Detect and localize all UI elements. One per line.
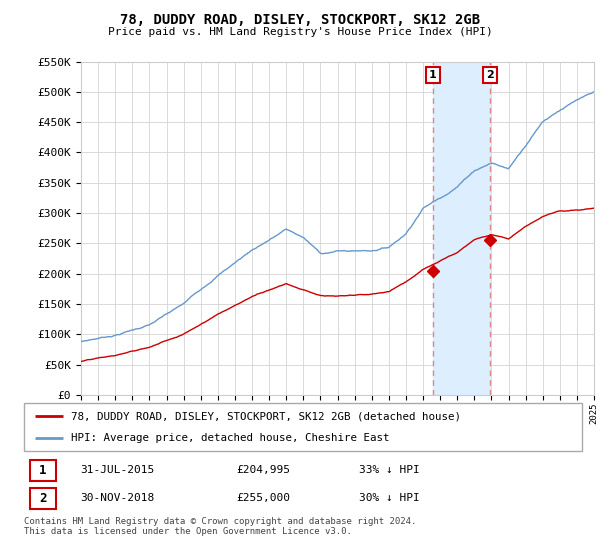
Text: 31-JUL-2015: 31-JUL-2015 (80, 465, 154, 475)
Text: 33% ↓ HPI: 33% ↓ HPI (359, 465, 419, 475)
Text: 1: 1 (429, 70, 437, 80)
Text: 30% ↓ HPI: 30% ↓ HPI (359, 493, 419, 503)
Text: 1: 1 (39, 464, 47, 477)
Text: Contains HM Land Registry data © Crown copyright and database right 2024.
This d: Contains HM Land Registry data © Crown c… (24, 517, 416, 536)
Text: £204,995: £204,995 (236, 465, 290, 475)
Bar (29, 488, 56, 509)
Text: 78, DUDDY ROAD, DISLEY, STOCKPORT, SK12 2GB: 78, DUDDY ROAD, DISLEY, STOCKPORT, SK12 … (120, 13, 480, 27)
Bar (433, 62, 490, 395)
Text: Price paid vs. HM Land Registry's House Price Index (HPI): Price paid vs. HM Land Registry's House … (107, 27, 493, 38)
Text: HPI: Average price, detached house, Cheshire East: HPI: Average price, detached house, Ches… (71, 433, 390, 443)
Text: 2: 2 (486, 70, 494, 80)
Text: 30-NOV-2018: 30-NOV-2018 (80, 493, 154, 503)
Bar (29, 460, 56, 481)
Text: 78, DUDDY ROAD, DISLEY, STOCKPORT, SK12 2GB (detached house): 78, DUDDY ROAD, DISLEY, STOCKPORT, SK12 … (71, 411, 461, 421)
Text: £255,000: £255,000 (236, 493, 290, 503)
Text: 2: 2 (39, 492, 47, 505)
